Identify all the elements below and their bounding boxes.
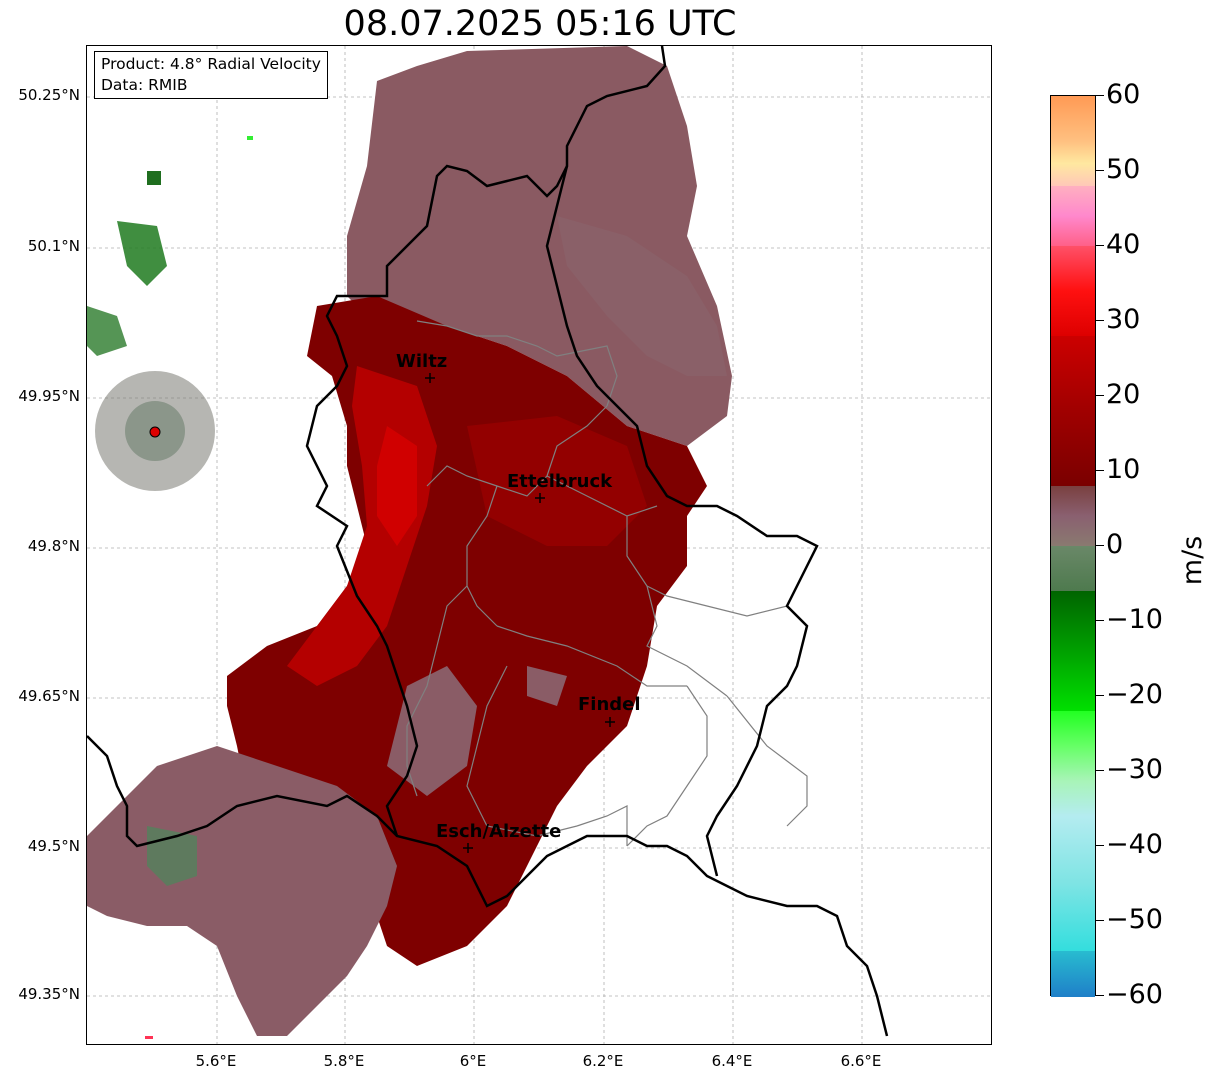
country-borders [87, 46, 889, 1037]
colorbar-tick-label: 40 [1106, 229, 1141, 260]
colorbar-segment [1051, 486, 1095, 546]
radar-map [86, 45, 992, 1045]
colorbar-tick [1096, 470, 1104, 471]
lon-label: 5.8°E [323, 1052, 365, 1070]
colorbar-segment [1051, 711, 1095, 816]
city-markers [425, 373, 615, 853]
city-label-findel: Findel [578, 694, 641, 715]
velocity-field [87, 46, 732, 1039]
lat-label: 50.25°N [18, 86, 80, 104]
lat-label: 49.35°N [18, 985, 80, 1003]
colorbar-segment [1051, 186, 1095, 246]
data-source-line: Data: RMIB [101, 76, 188, 94]
colorbar-segment [1051, 816, 1095, 951]
velocity-colorbar [1050, 95, 1096, 997]
lon-label: 6°E [459, 1052, 487, 1070]
product-line: Product: 4.8° Radial Velocity [101, 55, 321, 73]
colorbar-segment [1051, 246, 1095, 336]
colorbar-tick-label: −50 [1106, 904, 1163, 935]
lat-label: 49.95°N [18, 387, 80, 405]
lon-label: 5.6°E [195, 1052, 237, 1070]
radar-map-canvas [87, 46, 991, 1044]
lon-label: 6.2°E [582, 1052, 624, 1070]
colorbar-tick-label: 60 [1106, 79, 1141, 110]
colorbar-segment [1051, 141, 1095, 186]
colorbar-tick [1096, 545, 1104, 546]
colorbar-tick [1096, 620, 1104, 621]
colorbar-tick [1096, 245, 1104, 246]
map-title: 08.07.2025 05:16 UTC [343, 4, 737, 44]
colorbar-tick [1096, 695, 1104, 696]
city-label-esch-alzette: Esch/Alzette [436, 821, 562, 842]
city-label-ettelbruck: Ettelbruck [507, 471, 613, 492]
colorbar-tick-label: 0 [1106, 529, 1124, 560]
colorbar-tick-label: −10 [1106, 604, 1163, 635]
lon-label: 6.4°E [711, 1052, 753, 1070]
colorbar-tick-label: 30 [1106, 304, 1141, 335]
colorbar-segment [1051, 591, 1095, 711]
lat-label: 49.8°N [27, 537, 80, 555]
lon-label: 6.6°E [840, 1052, 882, 1070]
colorbar-tick-label: 50 [1106, 154, 1141, 185]
colorbar-tick [1096, 995, 1104, 996]
colorbar-tick-label: −20 [1106, 679, 1163, 710]
colorbar-tick-label: −60 [1106, 979, 1163, 1010]
city-label-wiltz: Wiltz [396, 351, 448, 372]
colorbar-tick-label: 10 [1106, 454, 1141, 485]
colorbar-segment [1051, 546, 1095, 591]
colorbar-tick [1096, 395, 1104, 396]
colorbar-segment [1051, 96, 1095, 141]
colorbar-tick-label: −30 [1106, 754, 1163, 785]
product-info-box: Product: 4.8° Radial Velocity Data: RMIB [94, 51, 328, 99]
colorbar-tick [1096, 845, 1104, 846]
colorbar-unit-label: m/s [1177, 535, 1207, 586]
lat-label: 49.5°N [27, 837, 80, 855]
colorbar-tick [1096, 920, 1104, 921]
colorbar-segment [1051, 951, 1095, 997]
colorbar-tick-label: −40 [1106, 829, 1163, 860]
colorbar-tick [1096, 770, 1104, 771]
lat-label: 50.1°N [27, 237, 80, 255]
colorbar-tick [1096, 320, 1104, 321]
colorbar-tick [1096, 95, 1104, 96]
colorbar-tick [1096, 170, 1104, 171]
colorbar-tick-label: 20 [1106, 379, 1141, 410]
colorbar-segment [1051, 336, 1095, 486]
lat-label: 49.65°N [18, 687, 80, 705]
